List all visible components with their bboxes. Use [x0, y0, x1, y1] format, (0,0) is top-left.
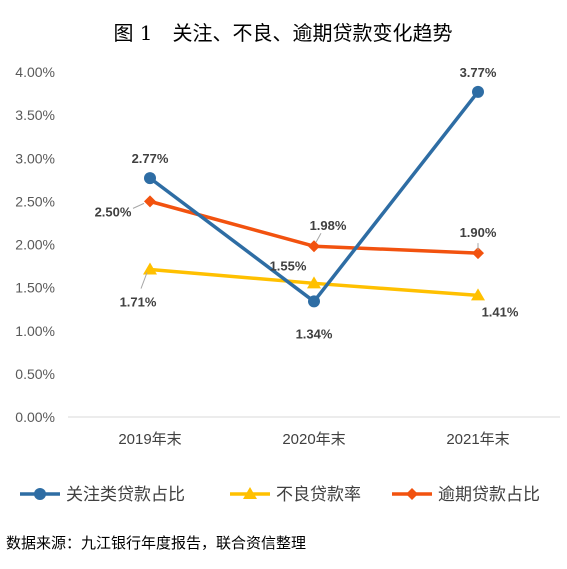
legend-marker: [406, 488, 418, 500]
y-tick-label: 0.00%: [15, 409, 55, 425]
data-label: 1.55%: [270, 258, 307, 273]
data-label: 1.90%: [460, 225, 497, 240]
x-category-label: 2020年末: [282, 431, 345, 448]
data-point: [144, 195, 156, 208]
data-labels: 2.77% 1.34% 3.77% 1.71% 1.55% 1.41% 2.50% 1.98%…: [95, 65, 519, 342]
legend-label: 逾期贷款占比: [438, 485, 540, 505]
legend-item: 逾期贷款占比: [392, 485, 540, 505]
series-layer: [143, 85, 485, 308]
data-point: [472, 247, 484, 260]
y-tick-label: 1.50%: [15, 280, 55, 296]
data-point: [308, 240, 320, 253]
data-point: [144, 172, 156, 185]
data-label: 1.34%: [296, 326, 333, 341]
legend-marker: [34, 488, 46, 500]
y-tick-label: 3.00%: [15, 150, 55, 166]
leader-line: [140, 272, 148, 289]
x-category-label: 2019年末: [118, 431, 181, 448]
leader-line: [132, 202, 145, 209]
data-point: [143, 262, 157, 275]
y-tick-label: 2.50%: [15, 193, 55, 209]
data-point: [308, 295, 320, 308]
chart-title: 图 1 关注、不良、逾期贷款变化趋势: [113, 21, 452, 45]
y-tick-label: 3.50%: [15, 107, 55, 123]
y-axis-ticks: 0.00% 0.50% 1.00% 1.50% 2.00% 2.50% 3.00% 3.50%…: [15, 64, 55, 425]
x-axis-categories: 2019年末 2020年末 2021年末: [118, 431, 509, 448]
data-label: 2.50%: [95, 204, 132, 219]
data-point: [472, 85, 484, 98]
data-point: [471, 288, 485, 301]
legend-marker: [243, 487, 257, 499]
source-note: 数据来源：九江银行年度报告，联合资信整理: [6, 534, 306, 552]
data-label: 1.41%: [482, 304, 519, 319]
data-label: 1.71%: [120, 295, 157, 310]
data-label: 1.98%: [310, 218, 347, 233]
data-label: 3.77%: [460, 65, 497, 80]
legend-label: 关注类贷款占比: [66, 485, 185, 505]
legend-label: 不良贷款率: [276, 485, 361, 505]
data-label: 2.77%: [132, 151, 169, 166]
y-tick-label: 1.00%: [15, 323, 55, 339]
x-category-label: 2021年末: [446, 431, 509, 448]
legend-item: 关注类贷款占比: [20, 485, 185, 505]
legend: 关注类贷款占比 不良贷款率 逾期贷款占比: [20, 485, 540, 505]
legend-item: 不良贷款率: [230, 485, 361, 505]
data-point: [307, 276, 321, 289]
y-tick-label: 4.00%: [15, 64, 55, 80]
y-tick-label: 2.00%: [15, 237, 55, 253]
series-line: [148, 90, 480, 304]
leader-line: [315, 232, 322, 243]
y-tick-label: 0.50%: [15, 366, 55, 382]
